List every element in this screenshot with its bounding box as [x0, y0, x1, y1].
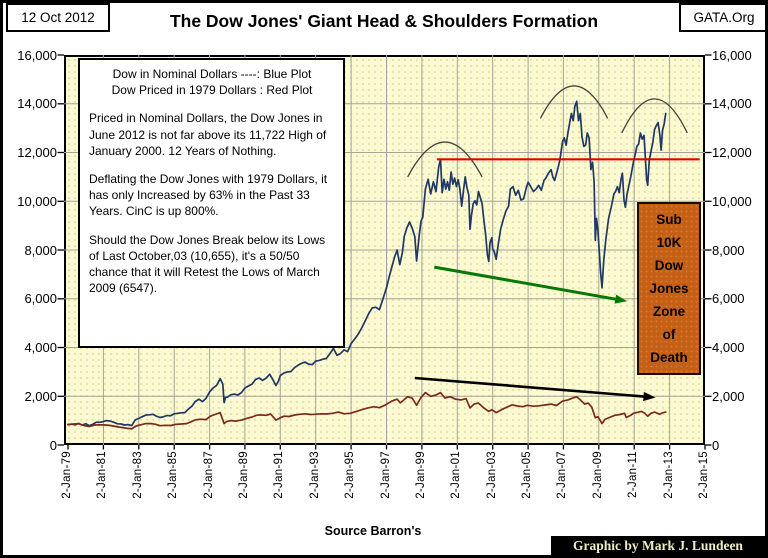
x-axis-tick-label: 2-Jan-97 — [379, 451, 392, 499]
y-axis-tick-label-right: 10,000 — [712, 193, 752, 209]
x-axis-tick-label: 2-Jan-91 — [273, 451, 286, 499]
x-axis-tick-label: 2-Jan-03 — [485, 451, 498, 499]
x-axis-tick-label: 2-Jan-11 — [627, 451, 640, 498]
zone-box-line: of — [662, 326, 676, 342]
y-axis-tick-label-right: 8,000 — [712, 242, 745, 258]
legend-deflated: Dow Priced in 1979 Dollars : Red Plot — [111, 83, 313, 98]
credit-box: Graphic by Mark J. Lundeen — [551, 536, 765, 555]
zone-box-line: Dow — [654, 257, 684, 273]
credit-label: Graphic by Mark J. Lundeen — [573, 538, 743, 553]
y-axis-tick-label-left: 0 — [49, 437, 57, 453]
x-axis-tick-label: 2-Jan-95 — [344, 451, 357, 499]
note-paragraph-1: Priced in Nominal Dollars, the Dow Jones… — [89, 111, 327, 158]
y-axis-tick-label-right: 16,000 — [712, 47, 752, 63]
source-label: Source Barron's — [324, 524, 422, 538]
x-axis-tick-label: 2-Jan-15 — [698, 451, 710, 499]
x-axis-tick-label: 2-Jan-93 — [308, 451, 321, 499]
note-paragraph-3: Should the Dow Jones Break below its Low… — [89, 232, 326, 296]
y-axis-tick-label-left: 4,000 — [24, 340, 57, 355]
zone-box-line: Sub — [656, 211, 682, 227]
annotation-note-box: Dow in Nominal Dollars ----: Blue Plot D… — [78, 58, 345, 348]
y-axis-tick-label-left: 2,000 — [24, 388, 57, 404]
y-axis-tick-label-right: 6,000 — [712, 291, 745, 307]
y-axis-tick-label-right: 2,000 — [712, 388, 745, 404]
x-axis-tick-label: 2-Jan-09 — [591, 451, 604, 499]
zone-box-line: 10K — [656, 234, 682, 250]
x-axis-tick-label: 2-Jan-85 — [167, 451, 180, 499]
y-axis-tick-label-left: 6,000 — [24, 291, 57, 307]
x-axis-tick-label: 2-Jan-07 — [556, 451, 569, 499]
legend-nominal: Dow in Nominal Dollars ----: Blue Plot — [112, 67, 312, 81]
page-title: The Dow Jones' Giant Head & Shoulders Fo… — [169, 11, 599, 31]
x-axis-tick-label: 2-Jan-99 — [414, 451, 427, 499]
x-axis-tick-label: 2-Jan-13 — [662, 451, 675, 499]
zone-of-death-box: Sub 10K Dow Jones Zone of Death — [637, 202, 701, 375]
x-axis-tick-label: 2-Jan-87 — [202, 451, 215, 499]
date-box: 12 Oct 2012 — [6, 3, 110, 32]
x-axis-tick-label: 2-Jan-05 — [521, 451, 534, 499]
y-axis-tick-label-left: 16,000 — [17, 47, 57, 63]
zone-box-line: Death — [650, 349, 688, 365]
zone-box-line: Jones — [649, 280, 689, 296]
org-label: GATA.Org — [693, 10, 755, 25]
x-axis-tick-label: 2-Jan-81 — [96, 451, 109, 499]
date-label: 12 Oct 2012 — [21, 10, 95, 25]
gata-org-box: GATA.Org — [679, 3, 768, 32]
zone-box-line: Zone — [652, 303, 686, 319]
x-axis-tick-label: 2-Jan-83 — [131, 451, 144, 499]
x-axis-tick-label: 2-Jan-79 — [61, 451, 73, 499]
y-axis-tick-label-left: 8,000 — [24, 242, 57, 258]
x-axis-tick-label: 2-Jan-01 — [450, 451, 463, 499]
y-axis-tick-label-right: 12,000 — [712, 145, 752, 160]
y-axis-tick-label-left: 14,000 — [17, 96, 57, 112]
y-axis-tick-label-right: 4,000 — [712, 340, 745, 355]
note-paragraph-2: Deflating the Dow Jones with 1979 Dollar… — [89, 172, 328, 219]
y-axis-tick-label-left: 10,000 — [17, 193, 57, 209]
y-axis-tick-label-right: 0 — [712, 437, 720, 453]
y-axis-tick-label-left: 12,000 — [17, 145, 57, 160]
x-axis-tick-label: 2-Jan-89 — [237, 451, 250, 499]
y-axis-tick-label-right: 14,000 — [712, 96, 752, 112]
